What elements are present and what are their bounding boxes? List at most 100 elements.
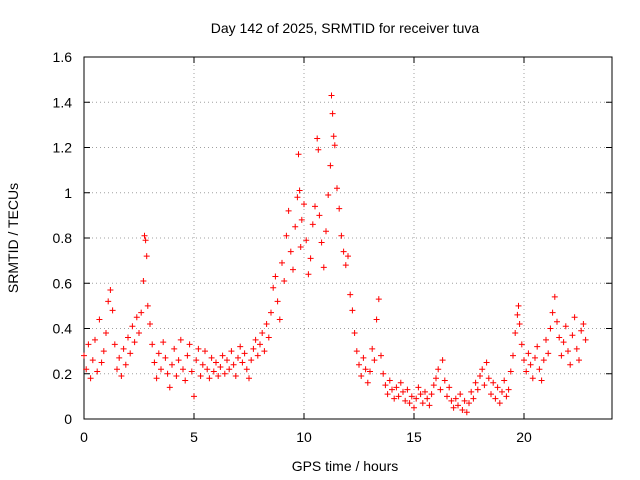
data-point bbox=[521, 357, 527, 364]
data-point bbox=[107, 287, 114, 294]
data-point bbox=[268, 309, 274, 316]
data-point bbox=[554, 318, 560, 325]
data-point bbox=[87, 375, 94, 382]
data-point bbox=[529, 375, 536, 382]
data-point bbox=[580, 320, 587, 327]
x-tick-label: 15 bbox=[406, 429, 422, 445]
data-point bbox=[230, 361, 237, 368]
data-point bbox=[582, 336, 589, 343]
data-point bbox=[239, 359, 246, 366]
data-point bbox=[109, 307, 116, 314]
data-point bbox=[334, 185, 340, 192]
data-point bbox=[415, 384, 422, 391]
data-point bbox=[507, 368, 514, 375]
data-point bbox=[175, 357, 182, 364]
data-point bbox=[250, 345, 257, 352]
data-point bbox=[318, 239, 325, 246]
data-point bbox=[411, 404, 417, 411]
data-point bbox=[371, 357, 378, 364]
data-point bbox=[155, 350, 162, 357]
data-point bbox=[373, 316, 380, 323]
data-point bbox=[328, 92, 335, 99]
data-point bbox=[114, 366, 120, 373]
data-point bbox=[191, 393, 197, 400]
data-point bbox=[292, 223, 299, 230]
data-point bbox=[367, 368, 373, 375]
data-point bbox=[448, 397, 455, 404]
x-tick-label: 5 bbox=[190, 429, 198, 445]
data-point bbox=[389, 386, 395, 393]
data-point bbox=[116, 354, 123, 361]
data-point bbox=[195, 345, 202, 352]
data-point bbox=[362, 366, 369, 373]
data-point bbox=[160, 339, 167, 346]
x-tick-labels: 0 5 10 15 20 bbox=[80, 429, 532, 445]
data-point bbox=[468, 388, 475, 395]
data-point bbox=[395, 393, 402, 400]
data-point bbox=[235, 354, 241, 361]
y-tick-label: 0.4 bbox=[53, 321, 73, 337]
data-point bbox=[514, 311, 521, 318]
data-point bbox=[336, 205, 343, 212]
data-point bbox=[283, 232, 290, 239]
data-point bbox=[224, 357, 230, 364]
data-point bbox=[556, 334, 563, 341]
data-point bbox=[455, 402, 461, 409]
data-point bbox=[186, 341, 193, 348]
data-point bbox=[122, 361, 129, 368]
data-point bbox=[296, 187, 303, 194]
data-point bbox=[540, 357, 547, 364]
data-point bbox=[105, 298, 112, 305]
data-point bbox=[259, 330, 266, 337]
y-tick-label: 1.6 bbox=[53, 49, 73, 65]
y-tick-label: 0.6 bbox=[53, 275, 73, 291]
y-tick-label: 0.8 bbox=[53, 230, 73, 246]
data-point bbox=[571, 314, 578, 321]
data-point bbox=[488, 391, 494, 398]
data-point bbox=[369, 345, 376, 352]
data-point bbox=[424, 395, 431, 402]
y-tick-label: 1 bbox=[64, 185, 72, 201]
data-point bbox=[118, 373, 125, 380]
data-point bbox=[94, 368, 101, 375]
data-point bbox=[221, 370, 228, 377]
data-point bbox=[129, 323, 136, 330]
data-point bbox=[301, 201, 307, 208]
data-point bbox=[327, 162, 334, 169]
data-point bbox=[257, 341, 263, 348]
data-point bbox=[329, 110, 336, 117]
x-tick-label: 20 bbox=[516, 429, 532, 445]
data-point bbox=[441, 377, 448, 384]
data-point bbox=[444, 393, 450, 400]
data-point bbox=[89, 357, 96, 364]
data-point bbox=[463, 409, 470, 416]
data-markers bbox=[81, 92, 589, 416]
data-point bbox=[111, 341, 118, 348]
data-point bbox=[402, 397, 409, 404]
data-point bbox=[158, 366, 164, 373]
data-point bbox=[131, 339, 138, 346]
data-point bbox=[479, 366, 486, 373]
data-point bbox=[263, 320, 270, 327]
data-point bbox=[193, 357, 200, 364]
data-point bbox=[202, 348, 208, 355]
data-point bbox=[461, 397, 468, 404]
data-point bbox=[426, 402, 433, 409]
data-point bbox=[182, 377, 189, 384]
data-point bbox=[551, 293, 558, 300]
data-point bbox=[578, 327, 585, 334]
data-point bbox=[153, 375, 160, 382]
data-point bbox=[294, 194, 301, 201]
data-point bbox=[149, 341, 156, 348]
data-point bbox=[342, 262, 349, 269]
data-point bbox=[505, 386, 512, 393]
data-point bbox=[391, 395, 398, 402]
data-point bbox=[573, 345, 580, 352]
data-point bbox=[92, 336, 98, 343]
data-point bbox=[364, 379, 371, 386]
data-point bbox=[144, 302, 151, 309]
data-point bbox=[138, 309, 145, 316]
data-point bbox=[474, 386, 481, 393]
data-point bbox=[516, 320, 523, 327]
data-point bbox=[501, 377, 508, 384]
